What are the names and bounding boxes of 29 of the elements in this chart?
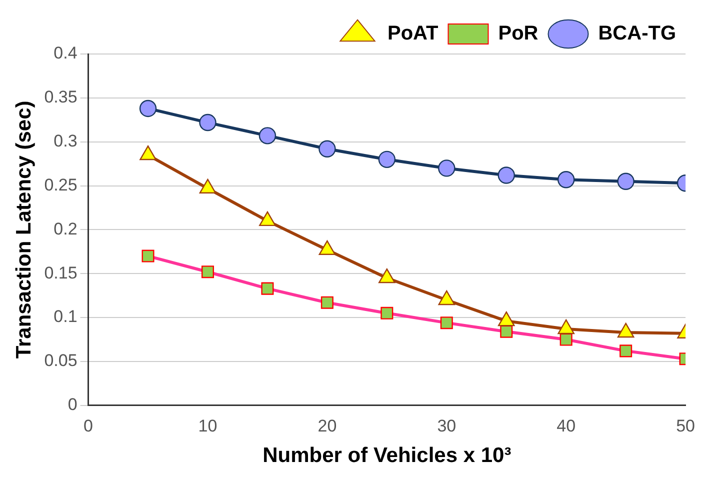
x-tick-label: 0 [84,416,94,436]
x-tick-label: 40 [556,416,576,436]
point [617,172,634,190]
x-tick-label: 30 [437,416,456,436]
point [318,140,336,158]
point [378,150,396,168]
y-tick-label: 0.3 [54,132,78,151]
y-tick-label: 0 [68,395,78,414]
point [438,160,456,177]
point [498,166,515,184]
legend-label: PoR [498,22,539,45]
y-tick-label: 0.15 [44,263,78,282]
legend-label: BCA-TG [598,22,676,45]
y-tick-label: 0.05 [44,351,78,370]
y-tick-label: 0.25 [44,175,78,194]
x-axis-title: Number of Vehicles x 10³ [262,444,512,468]
y-tick-label: 0.2 [54,219,78,238]
y-tick-label: 0.35 [44,88,78,107]
x-tick-label: 20 [318,416,337,436]
point [258,127,276,144]
x-tick-label: 50 [676,416,696,436]
point [139,100,157,118]
x-tick-label: 10 [198,416,218,436]
point [199,114,216,132]
y-tick-label: 0.4 [54,44,78,63]
legend-label: PoAT [388,22,438,45]
y-tick-label: 0.1 [54,307,78,326]
point [557,171,575,188]
y-axis-title: Transaction Latency (sec) [12,100,36,359]
